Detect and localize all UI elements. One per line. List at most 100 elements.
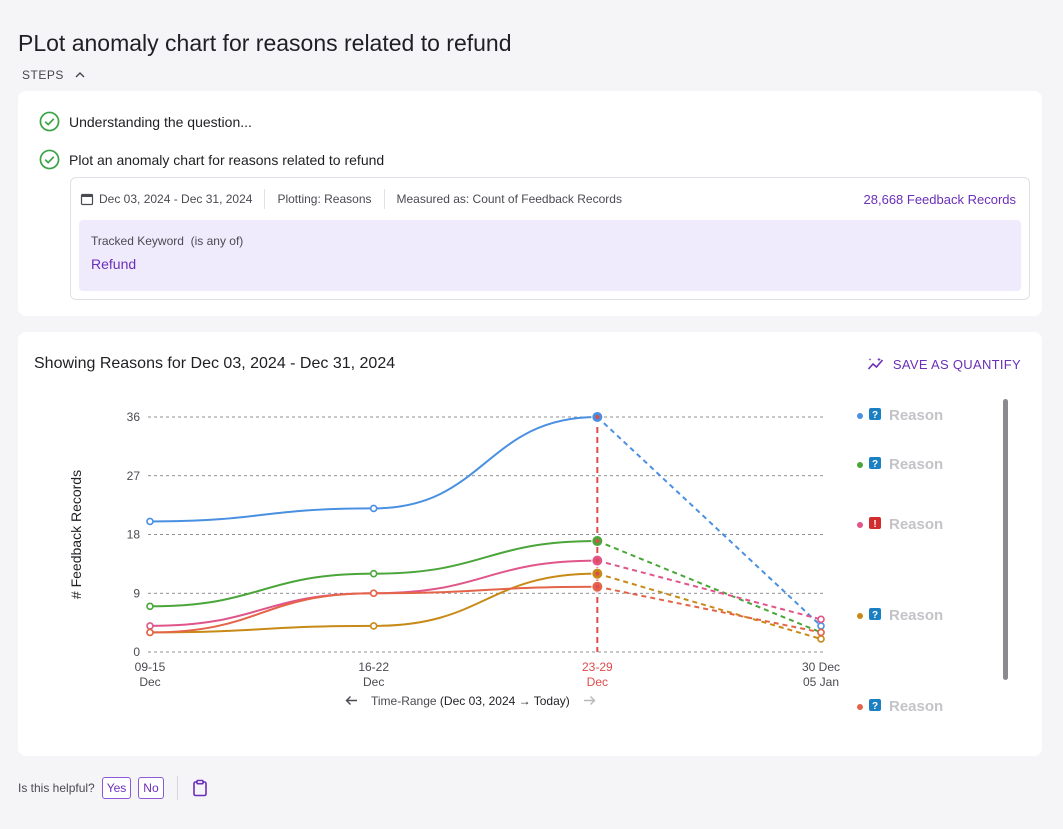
legend-label: Reason bbox=[889, 698, 943, 715]
legend-dot bbox=[857, 522, 863, 528]
legend-badge-glyph: ? bbox=[872, 701, 878, 712]
plotting-text: Plotting: Reasons bbox=[277, 192, 372, 206]
data-point bbox=[817, 615, 825, 624]
data-point bbox=[146, 602, 154, 611]
anomaly-point-core bbox=[595, 584, 600, 589]
data-point bbox=[369, 622, 378, 630]
time-range-label: Time-Range bbox=[371, 693, 437, 708]
no-button[interactable]: No bbox=[138, 777, 164, 799]
arrow-left-icon[interactable] bbox=[344, 693, 359, 708]
steps-label: STEPS bbox=[22, 68, 64, 82]
page-title: PLot anomaly chart for reasons related t… bbox=[18, 30, 512, 56]
chart-card: Showing Reasons for Dec 03, 2024 - Dec 3… bbox=[18, 332, 1042, 756]
query-detail-box: Dec 03, 2024 - Dec 31, 2024 Plotting: Re… bbox=[70, 177, 1030, 300]
keyword-box: Tracked Keyword (is any of) Refund bbox=[79, 220, 1021, 291]
data-point bbox=[369, 504, 378, 513]
divider bbox=[176, 776, 178, 800]
legend-label: Reason bbox=[889, 516, 943, 533]
x-tick-label: 23-29 bbox=[582, 660, 613, 674]
clipboard-icon[interactable] bbox=[191, 779, 209, 797]
legend-dot bbox=[857, 462, 863, 468]
data-point bbox=[369, 589, 378, 598]
series-projection bbox=[596, 416, 822, 627]
series-projection bbox=[597, 572, 822, 640]
legend-badge bbox=[869, 457, 881, 469]
keyword-label: Tracked Keyword (is any of) bbox=[91, 234, 243, 248]
check-circle-icon bbox=[39, 149, 60, 170]
arrow-right-icon[interactable] bbox=[582, 693, 597, 708]
save-label: SAVE AS QUANTIFY bbox=[892, 356, 1021, 372]
query-meta-row: Dec 03, 2024 - Dec 31, 2024 Plotting: Re… bbox=[71, 178, 1029, 220]
data-point bbox=[817, 622, 825, 630]
measured-text: Measured as: Count of Feedback Records bbox=[396, 192, 622, 206]
step-label: Understanding the question... bbox=[69, 113, 252, 130]
legend-dot bbox=[857, 413, 863, 419]
data-point bbox=[817, 628, 825, 637]
y-tick-label: 0 bbox=[133, 645, 140, 659]
x-tick-label: Dec bbox=[363, 675, 384, 689]
data-point bbox=[146, 517, 154, 526]
legend-label: Reason bbox=[889, 607, 943, 624]
anomaly-point-core bbox=[595, 539, 600, 544]
keyword-value: Refund bbox=[91, 256, 137, 272]
x-tick-label: 09-15 bbox=[135, 660, 166, 674]
data-point bbox=[369, 569, 378, 578]
legend-badge bbox=[869, 408, 881, 420]
steps-card: Understanding the question... Plot an an… bbox=[18, 91, 1042, 316]
y-tick-label: 18 bbox=[127, 528, 141, 542]
y-tick-label: 9 bbox=[133, 586, 140, 600]
chart-title: Showing Reasons for Dec 03, 2024 - Dec 3… bbox=[34, 355, 396, 372]
feedback-bar: Is this helpful? Yes No bbox=[18, 776, 209, 800]
date-range: Dec 03, 2024 - Dec 31, 2024 bbox=[71, 189, 266, 209]
x-tick-label: 30 Dec bbox=[802, 660, 840, 674]
trend-sparkle-icon bbox=[867, 357, 884, 370]
x-tick-label: 05 Jan bbox=[803, 675, 839, 689]
legend-dot bbox=[857, 704, 863, 710]
y-axis-label: # Feedback Records bbox=[68, 470, 84, 599]
measured-info: Measured as: Count of Feedback Records bbox=[385, 189, 634, 209]
legend-badge-glyph: ? bbox=[872, 410, 878, 421]
data-point bbox=[817, 635, 825, 643]
legend-badge bbox=[869, 517, 881, 529]
x-tick-label: Dec bbox=[139, 675, 160, 689]
data-point bbox=[146, 628, 154, 637]
save-as-quantify-button[interactable]: SAVE AS QUANTIFY bbox=[867, 355, 1021, 373]
time-range-text: Time-Range (Dec 03, 2024 → Today) bbox=[371, 694, 570, 708]
legend-scrollbar[interactable] bbox=[1003, 399, 1008, 680]
keyword-label-text: Tracked Keyword bbox=[91, 234, 184, 248]
plotting-info: Plotting: Reasons bbox=[265, 189, 385, 209]
feedback-records-count[interactable]: 28,668 Feedback Records bbox=[863, 191, 1016, 207]
keyword-qualifier: (is any of) bbox=[190, 234, 244, 248]
anomaly-point-core bbox=[595, 415, 600, 419]
legend-dot bbox=[857, 613, 863, 619]
helpful-question: Is this helpful? bbox=[18, 781, 95, 795]
legend-badge-glyph: ? bbox=[872, 459, 878, 470]
series-projection bbox=[597, 559, 822, 621]
legend-label: Reason bbox=[889, 456, 943, 473]
steps-toggle[interactable]: STEPS bbox=[22, 68, 86, 82]
time-range-control: Time-Range (Dec 03, 2024 → Today) bbox=[344, 693, 597, 708]
chevron-up-icon bbox=[75, 72, 85, 78]
y-tick-label: 36 bbox=[127, 410, 141, 424]
data-point bbox=[146, 622, 154, 630]
check-circle-icon bbox=[39, 111, 60, 132]
legend-badge-glyph: ! bbox=[873, 519, 876, 530]
legend-badge bbox=[869, 608, 881, 620]
anomaly-point-core bbox=[595, 558, 600, 563]
y-tick-label: 27 bbox=[127, 469, 141, 483]
legend-badge bbox=[869, 699, 881, 711]
x-tick-label: Dec bbox=[587, 675, 608, 689]
date-range-text: Dec 03, 2024 - Dec 31, 2024 bbox=[99, 192, 253, 206]
legend-label: Reason bbox=[889, 407, 943, 424]
x-tick-label: 16-22 bbox=[358, 660, 389, 674]
yes-button[interactable]: Yes bbox=[101, 777, 132, 799]
legend-badge-glyph: ? bbox=[872, 610, 878, 621]
anomaly-point-core bbox=[595, 571, 600, 576]
calendar-icon bbox=[80, 193, 94, 206]
step-label: Plot an anomaly chart for reasons relate… bbox=[69, 151, 385, 168]
time-range-value: (Dec 03, 2024 → Today) bbox=[439, 693, 570, 708]
step-plot: Plot an anomaly chart for reasons relate… bbox=[39, 149, 384, 170]
series-projection bbox=[597, 585, 822, 634]
series-projection bbox=[596, 540, 822, 634]
